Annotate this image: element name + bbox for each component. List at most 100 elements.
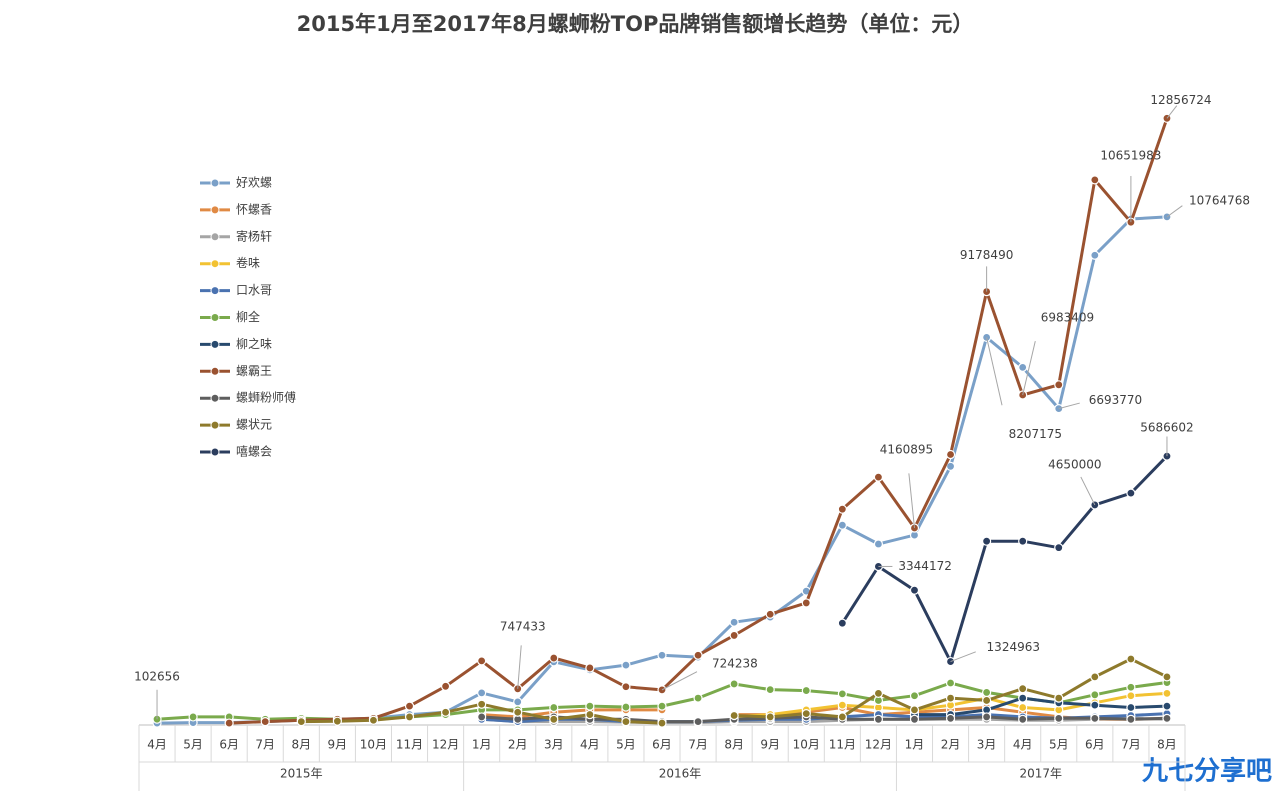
data-point — [1090, 672, 1100, 682]
data-point — [909, 705, 920, 715]
data-label: 10651983 — [1100, 149, 1161, 163]
legend-marker — [210, 447, 220, 457]
x-group-label: 2017年 — [1019, 767, 1062, 781]
data-point — [188, 712, 198, 722]
data-point — [1018, 536, 1028, 546]
x-tick-label: 11月 — [829, 738, 856, 752]
data-point — [657, 650, 667, 660]
data-point — [945, 713, 956, 723]
data-point — [513, 707, 523, 717]
data-point — [945, 693, 956, 703]
data-point — [621, 660, 631, 670]
data-label: 9178490 — [960, 248, 1013, 262]
x-tick-label: 10月 — [360, 738, 387, 752]
data-point — [296, 717, 306, 727]
data-point — [945, 678, 956, 688]
x-tick-label: 5月 — [616, 738, 636, 752]
data-point — [1090, 175, 1100, 185]
data-point — [1054, 380, 1064, 390]
data-point — [1018, 714, 1028, 724]
x-tick-label: 8月 — [1157, 738, 1177, 752]
leader-line — [950, 651, 976, 663]
data-point — [621, 682, 631, 692]
x-tick-label: 5月 — [1049, 738, 1069, 752]
legend-marker — [210, 205, 220, 215]
data-point — [549, 653, 559, 663]
x-tick-label: 1月 — [472, 738, 492, 752]
data-point — [440, 681, 451, 691]
x-tick-label: 4月 — [1013, 738, 1033, 752]
data-point — [765, 712, 775, 722]
x-tick-label: 8月 — [291, 738, 311, 752]
x-tick-label: 7月 — [1121, 738, 1141, 752]
data-label: 6693770 — [1089, 393, 1142, 407]
data-point — [621, 717, 631, 727]
legend-marker — [210, 286, 220, 296]
x-group-label: 2016年 — [659, 767, 702, 781]
data-label: 12856724 — [1150, 93, 1211, 107]
data-point — [1054, 693, 1064, 703]
data-point — [1054, 543, 1064, 553]
data-point — [945, 461, 956, 471]
x-tick-label: 1月 — [905, 738, 925, 752]
leader-line — [517, 645, 522, 689]
data-point — [765, 685, 775, 695]
data-label: 5686602 — [1140, 421, 1193, 435]
data-point — [729, 679, 739, 689]
x-tick-label: 2月 — [508, 738, 528, 752]
data-point — [909, 714, 920, 724]
leader-line — [986, 337, 1003, 406]
data-point — [440, 707, 451, 717]
data-point — [1126, 654, 1136, 664]
legend-label: 螺状元 — [236, 418, 272, 432]
leader-line — [1022, 340, 1036, 396]
data-point — [801, 685, 811, 696]
legend-label: 寄杨轩 — [236, 228, 272, 243]
data-point — [1090, 250, 1100, 260]
x-tick-label: 5月 — [183, 738, 203, 752]
data-label: 4650000 — [1048, 457, 1101, 471]
data-point — [657, 701, 667, 711]
data-point — [909, 691, 920, 701]
data-point — [404, 712, 415, 722]
data-point — [1162, 672, 1172, 682]
chart-title: 2015年1月至2017年8月螺蛳粉TOP品牌销售额增长趋势（单位：元） — [297, 12, 974, 36]
leader-line — [1058, 402, 1080, 410]
data-label: 8207175 — [1009, 427, 1062, 441]
data-point — [549, 702, 559, 713]
data-point — [909, 585, 920, 595]
data-point — [729, 710, 739, 721]
data-point — [837, 618, 847, 628]
x-tick-label: 4月 — [580, 738, 600, 752]
data-label: 1324963 — [987, 640, 1040, 654]
legend-label: 柳之味 — [236, 337, 272, 351]
data-label: 747433 — [500, 619, 546, 633]
data-label: 3344172 — [898, 559, 951, 573]
x-tick-label: 6月 — [1085, 738, 1105, 752]
data-point — [945, 449, 956, 460]
data-point — [873, 688, 884, 698]
legend-label: 柳全 — [236, 309, 260, 324]
data-point — [1162, 701, 1172, 711]
data-point — [404, 701, 415, 711]
x-tick-label: 12月 — [865, 738, 892, 752]
data-point — [873, 472, 884, 482]
data-point — [1090, 690, 1100, 700]
series-line — [914, 696, 1168, 717]
data-point — [1126, 682, 1136, 692]
data-point — [1126, 691, 1136, 701]
watermark: 九七分享吧 — [1141, 756, 1272, 787]
x-tick-label: 9月 — [328, 738, 348, 752]
data-point — [729, 617, 739, 627]
legend-marker — [210, 232, 220, 242]
data-point — [549, 714, 559, 724]
data-point — [837, 712, 847, 722]
data-label: 4160895 — [880, 442, 933, 456]
data-point — [657, 718, 667, 728]
legend-label: 卷味 — [236, 255, 260, 270]
series-line — [481, 715, 1168, 724]
data-point — [982, 687, 992, 698]
series-line — [481, 716, 1168, 725]
data-point — [729, 630, 739, 641]
data-point — [477, 688, 487, 698]
